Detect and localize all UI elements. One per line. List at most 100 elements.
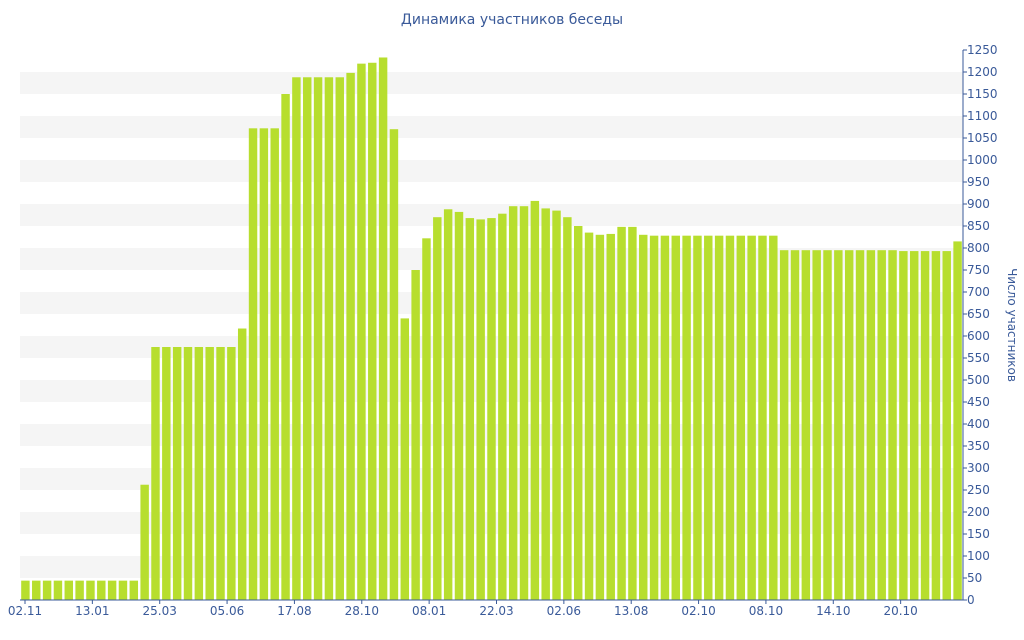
bar xyxy=(682,235,691,600)
grid-band xyxy=(20,116,963,138)
bar xyxy=(32,580,41,600)
y-tick-label: 800 xyxy=(967,241,990,255)
y-tick-label: 1200 xyxy=(967,65,998,79)
bar xyxy=(303,77,312,600)
bar xyxy=(205,347,214,600)
bar xyxy=(693,235,702,600)
bar xyxy=(389,129,399,600)
y-axis: 0 50 100 150 200 250 300 350 400 450 500 550 600 650 7… xyxy=(962,43,998,607)
bar xyxy=(823,250,832,600)
bar xyxy=(433,217,442,600)
bar xyxy=(237,328,247,600)
y-tick-label: 1050 xyxy=(967,131,998,145)
bar xyxy=(736,235,746,600)
bar xyxy=(834,250,843,600)
bar xyxy=(183,347,193,600)
bar xyxy=(584,232,594,600)
bar xyxy=(779,250,789,600)
bar xyxy=(812,250,821,600)
x-tick-label: 02.11 xyxy=(8,604,42,618)
bar xyxy=(118,580,128,600)
y-tick-label: 500 xyxy=(967,373,990,387)
grid-band xyxy=(20,160,963,182)
bar xyxy=(140,484,149,600)
bar xyxy=(270,128,279,600)
y-tick-label: 650 xyxy=(967,307,990,321)
bar xyxy=(194,347,204,600)
y-tick-label: 250 xyxy=(967,483,990,497)
bar xyxy=(855,250,865,600)
x-tick-label: 13.01 xyxy=(75,604,109,618)
bar xyxy=(400,318,410,600)
bar xyxy=(606,233,615,601)
bar xyxy=(97,580,106,600)
bars xyxy=(21,57,962,601)
y-tick-label: 550 xyxy=(967,351,990,365)
bar xyxy=(422,238,431,600)
bar xyxy=(465,218,475,600)
bar xyxy=(595,234,605,601)
bar xyxy=(769,235,778,600)
bar xyxy=(454,211,464,601)
bar xyxy=(107,580,117,600)
bar xyxy=(714,235,724,600)
grid-band xyxy=(20,72,963,94)
x-tick-label: 17.08 xyxy=(277,604,311,618)
bar xyxy=(508,206,518,600)
x-tick-label: 28.10 xyxy=(345,604,379,618)
bar xyxy=(639,234,648,601)
y-tick-label: 200 xyxy=(967,505,990,519)
bar xyxy=(877,250,886,600)
bar xyxy=(476,219,485,600)
bar xyxy=(378,57,388,601)
bar xyxy=(552,210,561,600)
y-tick-label: 1250 xyxy=(967,43,998,57)
x-tick-label: 14.10 xyxy=(816,604,850,618)
x-tick-label: 02.10 xyxy=(681,604,715,618)
x-tick-label: 13.08 xyxy=(614,604,648,618)
bar xyxy=(628,226,637,600)
bar xyxy=(725,235,735,600)
bar xyxy=(368,62,377,600)
bar xyxy=(313,77,323,600)
bar xyxy=(162,347,171,600)
bar xyxy=(617,226,626,600)
bar xyxy=(64,580,73,600)
y-tick-label: 400 xyxy=(967,417,990,431)
y-tick-label: 0 xyxy=(967,593,975,607)
x-tick-label: 05.06 xyxy=(210,604,244,618)
bar xyxy=(151,347,160,600)
y-tick-label: 950 xyxy=(967,175,990,189)
x-tick-label: 02.06 xyxy=(547,604,581,618)
bar xyxy=(346,72,355,600)
bar xyxy=(75,580,84,600)
bar xyxy=(519,206,529,600)
bar xyxy=(324,77,334,600)
bar xyxy=(487,218,496,600)
bar xyxy=(931,251,941,600)
bar xyxy=(649,235,659,600)
bar xyxy=(747,235,756,600)
x-tick-label: 20.10 xyxy=(883,604,917,618)
bar xyxy=(866,250,876,600)
y-tick-label: 150 xyxy=(967,527,990,541)
bar xyxy=(443,209,453,600)
bar xyxy=(292,77,301,600)
bar xyxy=(281,94,290,600)
y-tick-label: 350 xyxy=(967,439,990,453)
bar xyxy=(563,217,572,600)
y-tick-label: 750 xyxy=(967,263,990,277)
bar xyxy=(42,580,52,600)
bar xyxy=(357,63,366,600)
bar xyxy=(86,580,95,600)
x-tick-label: 08.01 xyxy=(412,604,446,618)
x-tick-label: 08.10 xyxy=(749,604,783,618)
bar xyxy=(248,128,258,600)
bar xyxy=(129,580,139,600)
y-tick-label: 100 xyxy=(967,549,990,563)
bar xyxy=(953,241,962,600)
y-tick-label: 900 xyxy=(967,197,990,211)
y-axis-label: Число участников xyxy=(1005,268,1019,382)
bar xyxy=(888,250,897,600)
